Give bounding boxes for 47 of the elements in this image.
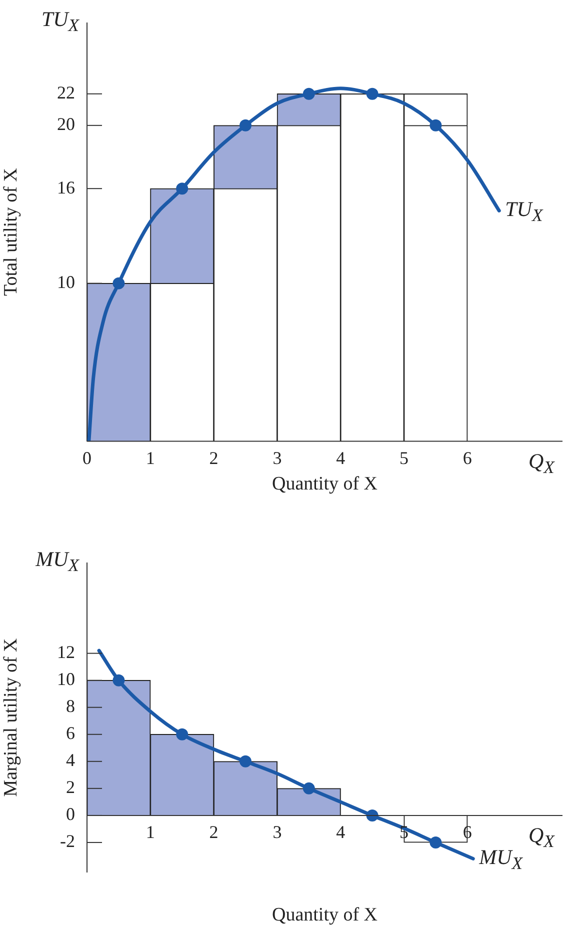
point bbox=[112, 277, 125, 290]
y-axis-title: Total utility of X bbox=[0, 168, 22, 296]
y-tick-label: 8 bbox=[66, 696, 75, 716]
line-series bbox=[97, 648, 475, 860]
x-tick-label: 1 bbox=[146, 822, 155, 842]
point bbox=[302, 782, 315, 794]
y-tick-label: 12 bbox=[57, 642, 75, 662]
y-tick-label: -2 bbox=[60, 831, 75, 852]
x-axis-title: Quantity of X bbox=[272, 474, 378, 495]
text: TU$_{X}$ bbox=[41, 6, 79, 35]
y-tick-label: 4 bbox=[66, 750, 75, 770]
y-tick-label: 6 bbox=[66, 723, 75, 744]
x-tick-label: 6 bbox=[462, 448, 472, 468]
y-tick-label: 2 bbox=[66, 777, 75, 798]
x-tick-label: 3 bbox=[272, 448, 282, 468]
y-axis-title: Marginal utility of X bbox=[0, 638, 22, 797]
text: Q$_{X}$ bbox=[528, 449, 554, 478]
point bbox=[430, 119, 442, 132]
point bbox=[366, 88, 378, 100]
x-tick-label: 2 bbox=[209, 822, 218, 842]
point bbox=[112, 674, 125, 686]
series-label: TU$_{X}$ bbox=[505, 196, 543, 225]
y-tick-label: 22 bbox=[57, 82, 75, 103]
text: MU$_{X}$ bbox=[36, 546, 79, 575]
x-axis-title: Quantity of X bbox=[272, 904, 378, 926]
point bbox=[176, 728, 188, 740]
point bbox=[302, 88, 315, 100]
point bbox=[366, 809, 378, 822]
x-tick-label: 5 bbox=[400, 448, 408, 468]
point bbox=[240, 119, 252, 132]
x-tick-label: 4 bbox=[336, 822, 346, 842]
point bbox=[430, 836, 442, 848]
series-label: MU$_{X}$ bbox=[479, 844, 522, 873]
y-tick-label: 16 bbox=[57, 177, 75, 198]
x-tick-label: 3 bbox=[272, 822, 282, 842]
x-tick-label: 2 bbox=[209, 448, 218, 468]
point bbox=[240, 755, 252, 768]
y-tick-label: 0 bbox=[66, 804, 75, 824]
x-tick-label: 0 bbox=[82, 448, 92, 468]
x-tick-label: 4 bbox=[336, 448, 346, 468]
point bbox=[176, 182, 188, 195]
y-tick-label: 20 bbox=[57, 114, 75, 134]
x-tick-label: 1 bbox=[146, 448, 155, 468]
line-series bbox=[87, 86, 501, 442]
y-tick-label: 10 bbox=[57, 272, 75, 292]
annotation: Q$_{X}$ bbox=[528, 823, 554, 852]
y-tick-label: 10 bbox=[57, 669, 75, 690]
